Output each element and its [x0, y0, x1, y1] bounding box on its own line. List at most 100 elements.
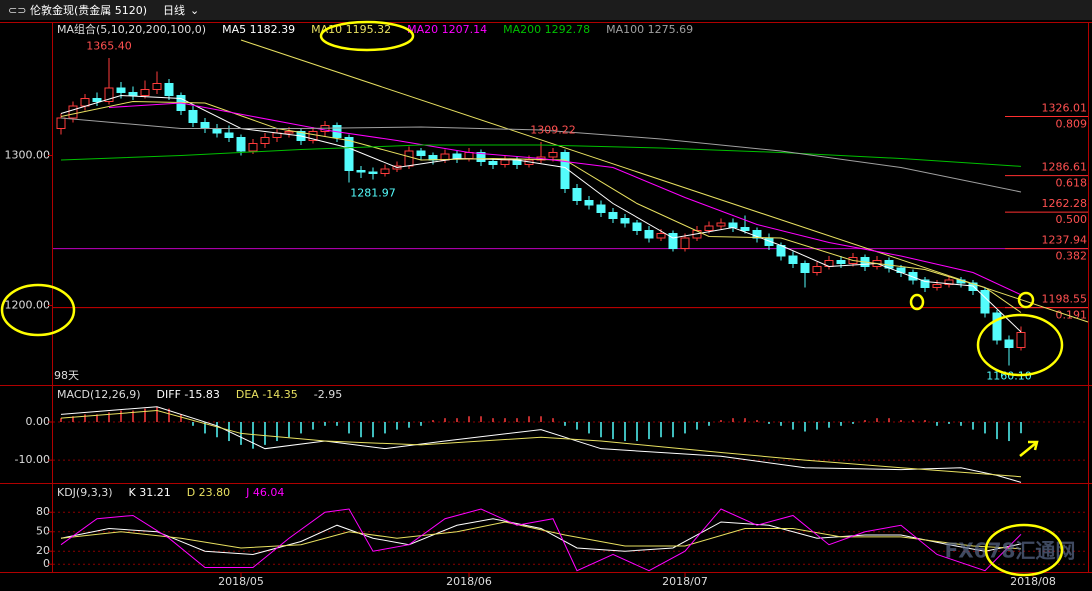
- indicator-line: [60, 406, 1022, 483]
- candle-body: [932, 284, 942, 288]
- candle-body: [812, 266, 822, 273]
- legend-entry: MA200 1292.78: [503, 23, 590, 36]
- candle-body: [188, 110, 198, 123]
- candle-body: [224, 132, 234, 138]
- highlight-circles: [0, 20, 1064, 577]
- fib-price: 1198.55: [1042, 293, 1088, 306]
- candle-body: [1016, 332, 1026, 348]
- candle-body: [980, 290, 990, 314]
- fib-price: 1237.94: [1042, 234, 1088, 247]
- legend-entry: MA10 1195.32: [311, 23, 391, 36]
- y-tick-label: 20: [36, 544, 50, 557]
- candle-body: [68, 105, 78, 119]
- legend-entry: D 23.80: [187, 486, 230, 499]
- watermark: FX678汇通网: [945, 539, 1076, 563]
- candle-body: [704, 225, 714, 231]
- candle-body: [560, 152, 570, 189]
- candle-body: [416, 150, 426, 156]
- candle-body: [992, 312, 1002, 341]
- x-tick-label: 2018/08: [1010, 575, 1056, 588]
- y-tick-label: -10.00: [15, 453, 50, 466]
- indicator-line: [60, 144, 1022, 167]
- candle-body: [284, 131, 294, 134]
- candle-body: [404, 150, 414, 167]
- price-annotation: 1281.97: [350, 187, 396, 200]
- indicator-line: [60, 410, 1022, 478]
- candle-body: [92, 98, 102, 102]
- x-tick-label: 2018/05: [218, 575, 264, 588]
- legend-entry: MA20 1207.14: [407, 23, 487, 36]
- price-annotation: 1160.10: [986, 369, 1032, 382]
- candle-body: [380, 168, 390, 174]
- candle-body: [596, 204, 606, 213]
- candle-body: [80, 98, 90, 107]
- candle-body: [140, 89, 150, 96]
- candle-body: [584, 200, 594, 206]
- candle-body: [164, 83, 174, 96]
- candle-body: [920, 279, 930, 288]
- candle-body: [452, 153, 462, 159]
- candle-body: [464, 152, 474, 159]
- y-tick-label: 1200.00: [5, 299, 51, 312]
- candle-body: [740, 227, 750, 231]
- candle-body: [488, 161, 498, 165]
- candle-body: [476, 152, 486, 162]
- period[interactable]: 日线: [163, 3, 185, 17]
- x-tick-label: 2018/06: [446, 575, 492, 588]
- candle-body: [644, 230, 654, 239]
- legend-title: MA组合(5,10,20,200,100,0): [57, 22, 206, 36]
- fib-price: 1286.61: [1042, 161, 1088, 174]
- candle-body: [608, 212, 618, 219]
- legend-title: MACD(12,26,9): [57, 388, 141, 401]
- candle-body: [500, 159, 510, 165]
- candle-body: [908, 272, 918, 281]
- candle-body: [788, 255, 798, 264]
- indicator-line: [108, 102, 1022, 296]
- price-annotation: 1309.22: [530, 124, 576, 137]
- indicator-line: [60, 117, 1022, 193]
- candle-body: [620, 218, 630, 224]
- candle-body: [212, 128, 222, 134]
- fib-price: 1326.01: [1042, 101, 1088, 114]
- legend-entry: -2.95: [314, 388, 342, 401]
- frame: [0, 22, 1092, 573]
- period-dropdown[interactable]: ⌄: [190, 4, 199, 17]
- candle-body: [968, 282, 978, 291]
- y-tick-label: 0.00: [26, 415, 51, 428]
- legend-entry: MA5 1182.39: [222, 23, 295, 36]
- candle-body: [344, 137, 354, 171]
- toolbar-icon: ⊂⊃: [8, 4, 26, 17]
- candle-body: [260, 137, 270, 144]
- candle-body: [248, 143, 258, 152]
- candle-body: [656, 233, 666, 239]
- y-tick-label: 80: [36, 505, 50, 518]
- legend-entry: K 31.21: [129, 486, 171, 499]
- y-tick-label: 1300.00: [5, 149, 51, 162]
- candle-body: [728, 222, 738, 228]
- legend-entry: MA100 1275.69: [606, 23, 693, 36]
- candle-body: [680, 237, 690, 249]
- candle-body: [152, 83, 162, 90]
- fib-price: 1262.28: [1042, 197, 1088, 210]
- candle-body: [800, 263, 810, 273]
- candle-body: [368, 171, 378, 174]
- legend-entry: DEA -14.35: [236, 388, 298, 401]
- legend-entry: J 46.04: [245, 486, 284, 499]
- candle-body: [356, 170, 366, 173]
- fib-ratio: 0.382: [1056, 250, 1088, 263]
- candle-body: [548, 152, 558, 158]
- x-tick-label: 2018/07: [662, 575, 708, 588]
- candle-body: [128, 92, 138, 96]
- price-annotation: 1365.40: [86, 39, 132, 52]
- y-tick-label: 50: [36, 525, 50, 538]
- candle-body: [836, 260, 846, 264]
- legend-title: KDJ(9,3,3): [57, 486, 113, 499]
- candle-body: [944, 279, 954, 285]
- symbol[interactable]: 伦敦金现(贵金属 5120): [30, 3, 147, 17]
- candle-body: [572, 188, 582, 201]
- fib-ratio: 0.500: [1056, 213, 1088, 226]
- candle-body: [116, 87, 126, 93]
- toolbar: [0, 0, 1092, 20]
- candle-body: [716, 222, 726, 227]
